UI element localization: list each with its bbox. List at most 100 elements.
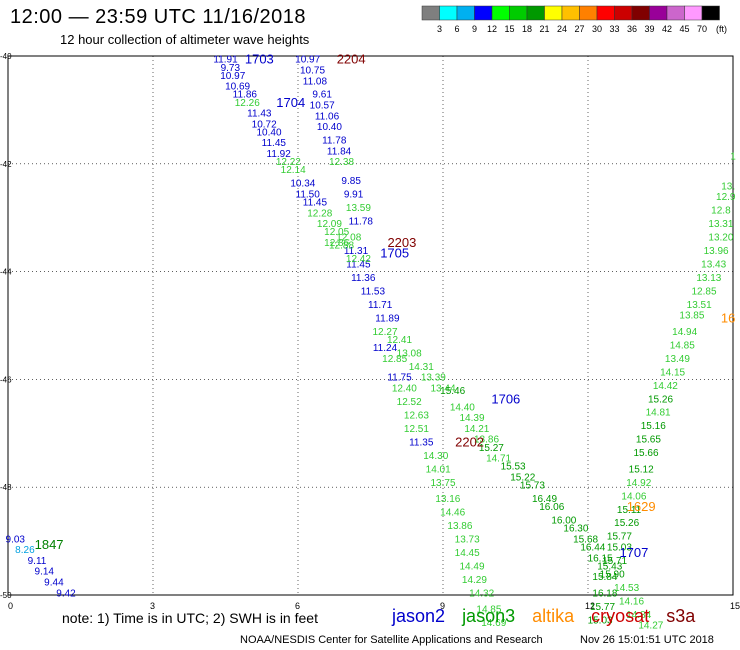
wave-height-point: 15.03 xyxy=(588,615,613,626)
wave-height-point: 10.72 xyxy=(252,119,277,130)
wave-height-point: 1 xyxy=(730,152,736,163)
wave-height-point: 14.85 xyxy=(476,604,501,615)
wave-height-point: 9.42 xyxy=(56,588,76,599)
wave-height-point: 10.57 xyxy=(310,101,335,112)
y-tick-label: -42 xyxy=(0,160,12,169)
wave-height-point: 11.31 xyxy=(344,246,369,257)
wave-height-point: 10.97 xyxy=(295,55,320,66)
mission-legend: jason2 jason3 altika cryosat s3a xyxy=(392,606,707,627)
wave-height-point: 12.86 xyxy=(324,238,349,249)
wave-height-point: 16.30 xyxy=(563,524,588,535)
y-tick-label: -48 xyxy=(0,483,12,492)
wave-height-point: 12.26 xyxy=(235,98,260,109)
wave-height-point: 12.22 xyxy=(276,157,301,168)
wave-height-point: 12.63 xyxy=(404,410,429,421)
color-scale-label: 9 xyxy=(472,24,477,34)
wave-height-point: 10.97 xyxy=(220,71,245,82)
wave-height-point: 12.09 xyxy=(317,219,342,230)
wave-height-point: 9.73 xyxy=(221,63,241,74)
wave-height-point: 12.85 xyxy=(382,354,407,365)
wave-height-point: 13.75 xyxy=(430,478,455,489)
track-time-label: 1707 xyxy=(619,545,648,560)
wave-height-point: 11.50 xyxy=(296,189,321,200)
track-time-label: 1706 xyxy=(491,391,520,406)
wave-height-point: 14.42 xyxy=(653,381,678,392)
wave-height-point: 14.85 xyxy=(670,340,695,351)
track-time-label: 16 xyxy=(721,310,735,325)
wave-height-point: 13.08 xyxy=(397,348,422,359)
wave-height-point: 13.16 xyxy=(435,494,460,505)
wave-height-point: 14.81 xyxy=(646,408,671,419)
wave-height-point: 15.65 xyxy=(636,435,661,446)
wave-height-point: 11.43 xyxy=(247,109,272,120)
wave-height-point: 14.92 xyxy=(626,478,651,489)
wave-height-point: 15.73 xyxy=(520,481,545,492)
wave-height-point: 15.11 xyxy=(617,505,642,516)
wave-height-point: 12.27 xyxy=(372,327,397,338)
wave-height-point: 9.85 xyxy=(341,176,361,187)
wave-height-point: 15.84 xyxy=(592,572,617,583)
wave-height-point: 15.66 xyxy=(633,448,658,459)
wave-height-point: 13.44 xyxy=(430,383,455,394)
wave-height-point: 11.08 xyxy=(303,76,328,87)
wave-height-point: 14.46 xyxy=(440,507,465,518)
color-swatch xyxy=(701,5,720,21)
x-tick-label: 3 xyxy=(150,601,155,611)
color-scale-label: 36 xyxy=(627,24,637,34)
color-scale-label: 42 xyxy=(662,24,672,34)
wave-height-point: 14.40 xyxy=(450,402,475,413)
generated-timestamp: Nov 26 15:01:51 UTC 2018 xyxy=(580,634,714,646)
track-time-label: 1703 xyxy=(245,52,274,67)
wave-height-point: 12.51 xyxy=(404,424,429,435)
color-scale-label: (ft) xyxy=(716,24,727,34)
color-scale-legend: 3 6 9 12 15 18 21 24 27 30 33 36 39 42 45 70 (ft) xyxy=(421,5,727,34)
wave-height-point: 15.26 xyxy=(614,518,639,529)
wave-height-point: 11.24 xyxy=(373,343,398,354)
wave-height-point: 14.27 xyxy=(638,621,663,632)
wave-height-point: 14.16 xyxy=(619,596,644,607)
wave-height-point: 9.11 xyxy=(28,556,47,567)
wave-height-point: 14.32 xyxy=(469,588,494,599)
plot-frame xyxy=(7,55,734,596)
x-tick-label: 15 xyxy=(730,601,740,611)
wave-height-point: 13.86 xyxy=(447,521,472,532)
wave-height-point: 14.49 xyxy=(459,561,484,572)
wave-height-point: 13.20 xyxy=(708,233,733,244)
wave-height-point: 15.90 xyxy=(600,569,625,580)
wave-height-point: 12.38 xyxy=(329,157,354,168)
track-time-label: 1704 xyxy=(276,95,305,110)
wave-height-point: 13.43 xyxy=(701,260,726,271)
wave-height-point: 12.14 xyxy=(281,165,306,176)
color-scale-label: 30 xyxy=(592,24,602,34)
wave-height-point: 15.27 xyxy=(479,443,504,454)
wave-height-point: 11.91 xyxy=(213,55,238,66)
wave-height-point: 13.59 xyxy=(346,203,371,214)
mission-altika: altika xyxy=(532,606,575,626)
wave-height-point: 13.49 xyxy=(665,354,690,365)
wave-height-point: 16.15 xyxy=(588,553,613,564)
color-scale-label: 24 xyxy=(557,24,567,34)
wave-height-point: 10.75 xyxy=(300,65,325,76)
wave-height-point: 11.36 xyxy=(351,273,376,284)
color-scale-label: 3 xyxy=(437,24,442,34)
wave-height-point: 13.39 xyxy=(421,373,446,384)
color-scale-label: 21 xyxy=(539,24,549,34)
wave-height-point: 11.89 xyxy=(375,313,400,324)
wave-height-point: 14.39 xyxy=(459,413,484,424)
wave-height-point: 9.03 xyxy=(6,534,26,545)
wave-height-point: 12.85 xyxy=(691,286,716,297)
wave-height-point: 10.34 xyxy=(290,179,315,190)
wave-height-point: 14.30 xyxy=(423,451,448,462)
track-time-label: 1629 xyxy=(627,499,656,514)
wave-height-point: 13.13 xyxy=(696,273,721,284)
track-time-label: 2203 xyxy=(387,235,416,250)
wave-height-point: 10.40 xyxy=(317,122,342,133)
wave-height-point: 9.61 xyxy=(312,90,332,101)
wave-height-point: 13.86 xyxy=(474,435,499,446)
color-scale-label: 33 xyxy=(609,24,619,34)
color-scale-label: 12 xyxy=(487,24,497,34)
color-scale-label: 70 xyxy=(697,24,707,34)
wave-height-point: 15.77 xyxy=(590,602,615,613)
y-tick-label: -46 xyxy=(0,375,12,384)
track-time-label: 2204 xyxy=(337,52,366,67)
